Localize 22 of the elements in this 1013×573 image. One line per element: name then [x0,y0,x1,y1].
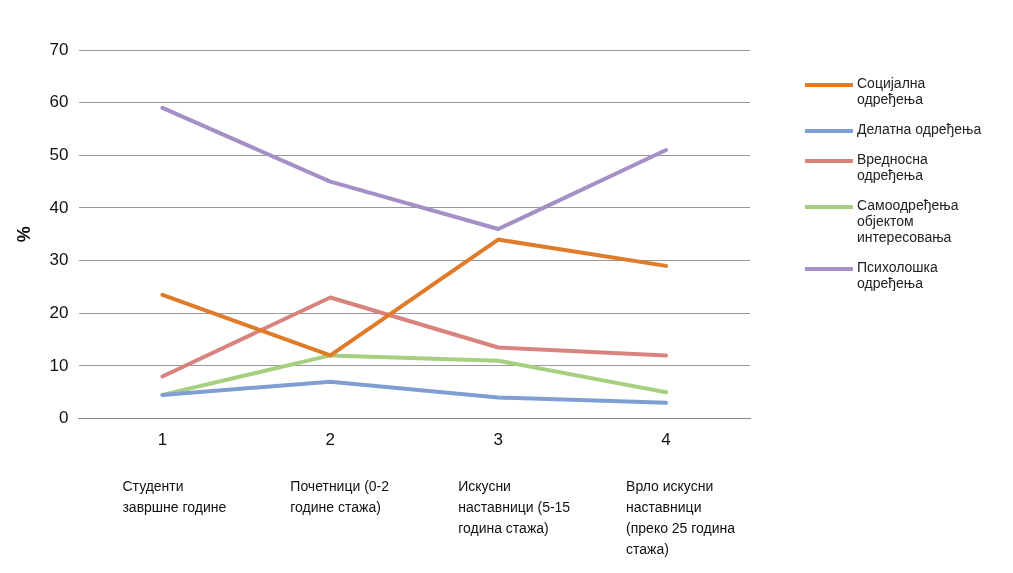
text: Искусни наставници (5-15 година стажа) [458,477,571,536]
text: Студенти завршне године [122,477,227,515]
x-tick-label: 2 [325,430,336,450]
y-axis-title: % [13,226,34,243]
y-tick-label: 70 [49,39,69,59]
x-tick-label: 3 [493,430,503,450]
text: Почетници (0-2 године стажа) [290,477,390,515]
x-tick-label: 1 [157,430,168,450]
y-tick-label: 20 [49,302,69,322]
legend-label: Социјална одређења [857,75,927,107]
y-tick-label: 40 [49,197,69,217]
y-tick-label: 50 [49,145,69,164]
y-tick-label: 10 [49,355,69,375]
legend-label: Психолошка одређења [857,259,939,291]
y-tick-label: 0 [59,408,69,428]
legend-label: Вредносна одређења [857,151,929,183]
legend-label: Делатна одређења [857,121,982,137]
x-tick-label: 4 [661,430,671,450]
y-tick-label: 30 [49,250,69,270]
text: Врло искусни наставници (преко 25 година стажа) [626,477,736,557]
legend-label: Самоодређења објектом интересовања [857,197,960,245]
y-tick-label: 60 [49,92,69,112]
